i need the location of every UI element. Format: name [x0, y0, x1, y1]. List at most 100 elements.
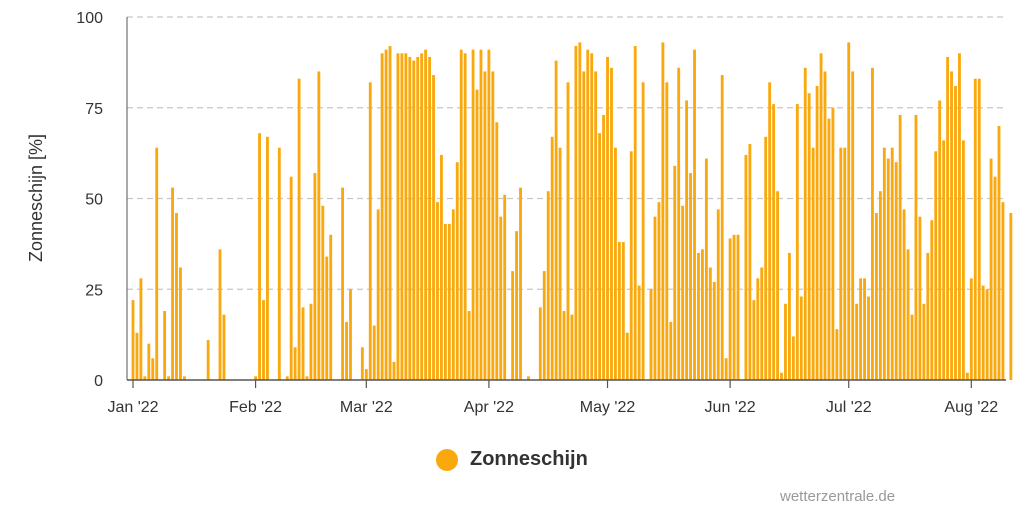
- bar: [380, 53, 384, 381]
- bar: [392, 361, 396, 380]
- legend-marker: [436, 448, 458, 471]
- bar: [811, 147, 815, 380]
- bar: [724, 358, 728, 380]
- bar: [515, 231, 518, 380]
- bar: [586, 49, 590, 381]
- bar: [863, 278, 866, 380]
- chart-area: 0 25 50 75 100 Jan '22 Feb '22 Mar '22 Apr '22 Ma…: [26, 10, 1013, 416]
- bar: [254, 376, 258, 380]
- bar: [938, 100, 942, 381]
- bar: [902, 209, 906, 380]
- bar: [617, 242, 621, 380]
- bar: [175, 213, 178, 380]
- bar: [780, 372, 783, 380]
- bar: [803, 67, 807, 380]
- bar: [372, 325, 376, 380]
- bar: [546, 191, 550, 380]
- bar: [313, 173, 317, 380]
- bar: [993, 176, 997, 380]
- bar: [222, 314, 226, 380]
- bar: [143, 376, 147, 380]
- bar: [602, 115, 605, 380]
- bar: [412, 60, 416, 381]
- bar: [768, 82, 772, 380]
- y-tick-label: 25: [85, 282, 103, 299]
- bar: [321, 205, 325, 380]
- bar: [799, 296, 803, 380]
- bar: [360, 347, 364, 380]
- x-tick-label: Jan '22: [107, 399, 158, 416]
- bar: [689, 173, 692, 380]
- bar: [839, 147, 843, 380]
- bar: [669, 321, 673, 380]
- bar: [285, 376, 289, 380]
- bar: [859, 278, 863, 380]
- bar: [946, 56, 950, 381]
- bar: [685, 100, 689, 381]
- bar: [182, 376, 186, 380]
- bar: [677, 67, 681, 380]
- bar: [764, 136, 768, 380]
- bar: [661, 42, 665, 380]
- bar: [625, 332, 629, 380]
- bar: [519, 187, 522, 380]
- bar: [961, 140, 965, 380]
- source-credit[interactable]: wetterzentrale.de: [780, 488, 896, 505]
- bar: [736, 234, 740, 380]
- bar: [697, 252, 700, 380]
- bar: [598, 133, 602, 380]
- legend[interactable]: Zonneschijn: [436, 448, 588, 471]
- x-tick-label: Feb '22: [229, 399, 282, 416]
- bar: [440, 154, 443, 380]
- bar: [787, 252, 791, 380]
- bar: [851, 71, 855, 380]
- bar: [914, 115, 918, 380]
- bar: [163, 311, 167, 380]
- bar: [325, 256, 329, 380]
- bar: [720, 75, 724, 380]
- x-tick-label: Apr '22: [464, 399, 514, 416]
- bar: [843, 147, 847, 380]
- bar: [855, 303, 859, 380]
- bar: [131, 300, 135, 380]
- bar: [712, 281, 716, 380]
- bar: [436, 202, 439, 380]
- bar: [467, 311, 471, 380]
- bar: [831, 107, 835, 380]
- bar: [408, 56, 412, 381]
- bar: [954, 85, 957, 380]
- bar: [756, 278, 760, 380]
- bar: [416, 56, 420, 381]
- bar: [277, 147, 281, 380]
- bar: [641, 82, 645, 380]
- bar: [716, 209, 720, 380]
- bar: [610, 67, 613, 380]
- bar: [969, 278, 973, 380]
- bar: [926, 252, 930, 380]
- bar: [432, 75, 435, 380]
- bar: [400, 53, 404, 381]
- bar: [503, 194, 507, 380]
- bar: [878, 191, 882, 380]
- bar: [795, 104, 799, 381]
- bar: [886, 158, 890, 380]
- bar: [459, 49, 463, 381]
- y-tick-label: 100: [76, 10, 103, 27]
- bar: [396, 53, 400, 381]
- bar: [570, 314, 574, 380]
- bar: [582, 71, 586, 380]
- bar: [483, 71, 487, 380]
- bar: [823, 71, 827, 380]
- bar: [791, 336, 795, 380]
- bar: [633, 46, 637, 380]
- bar: [558, 147, 562, 380]
- bar: [420, 53, 424, 381]
- bar: [341, 187, 345, 380]
- bar: [744, 154, 748, 380]
- bar: [665, 82, 669, 380]
- bar: [637, 285, 641, 380]
- bar: [345, 321, 348, 380]
- bar: [317, 71, 321, 380]
- bar: [578, 42, 582, 380]
- bar: [819, 53, 823, 381]
